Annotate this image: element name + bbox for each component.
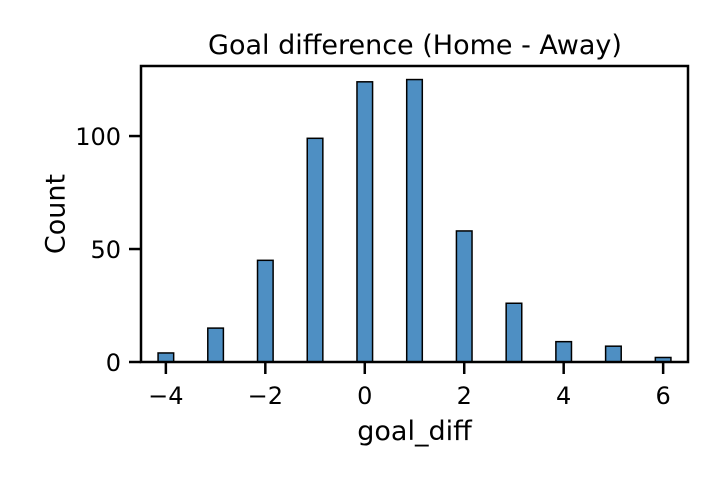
y-axis-label: Count <box>40 174 71 254</box>
histogram-bar <box>258 260 274 362</box>
y-tick-label: 50 <box>90 236 121 264</box>
y-axis-ticks: 0 50 100 <box>75 123 141 377</box>
x-axis-label: goal_diff <box>357 416 473 447</box>
histogram-bar <box>158 353 174 362</box>
bars-group <box>158 80 671 362</box>
x-tick-label: −2 <box>248 382 283 410</box>
chart-title: Goal difference (Home - Away) <box>208 30 622 61</box>
histogram-bar <box>357 82 373 362</box>
x-tick-label: 2 <box>457 382 472 410</box>
y-tick-label: 100 <box>75 123 121 151</box>
x-axis-ticks: −4 −2 0 2 4 6 <box>148 362 671 410</box>
histogram-bar <box>307 138 323 362</box>
histogram-bar <box>208 328 224 362</box>
histogram-bar <box>556 342 572 362</box>
histogram-bar <box>456 231 472 362</box>
histogram-bar <box>407 80 423 362</box>
x-tick-label: −4 <box>148 382 183 410</box>
histogram-bar <box>506 303 522 362</box>
x-tick-label: 4 <box>556 382 571 410</box>
x-tick-label: 6 <box>655 382 670 410</box>
x-tick-label: 0 <box>357 382 372 410</box>
y-tick-label: 0 <box>106 349 121 377</box>
histogram-bar <box>606 346 622 362</box>
